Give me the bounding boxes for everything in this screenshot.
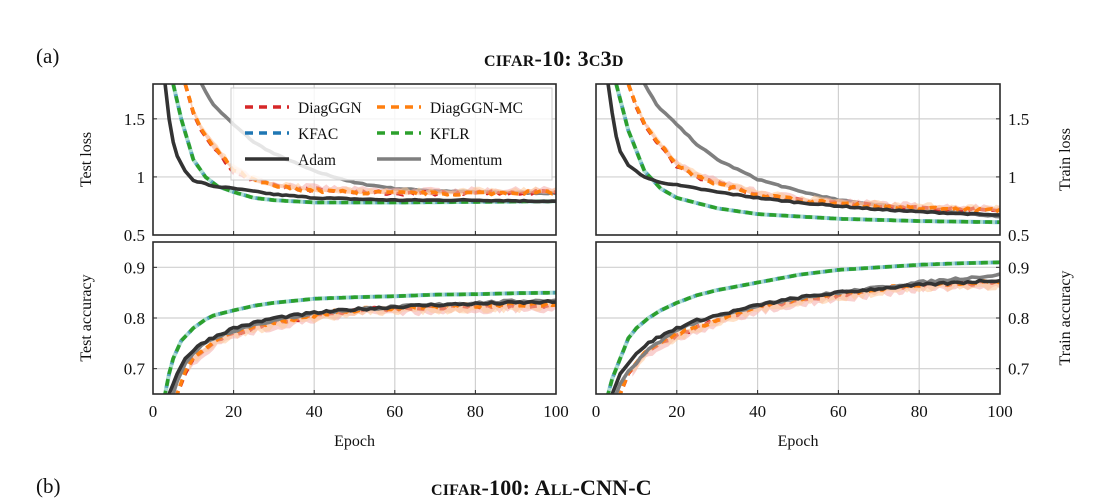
y-axis-label: Train accuracy <box>1057 271 1074 366</box>
figure-title-b: cifar-100: All-CNN-C <box>431 475 652 501</box>
legend-label-adam: Adam <box>298 152 336 169</box>
y-tick-label: 1 <box>1008 168 1017 187</box>
series-line-adam <box>163 84 556 204</box>
figure-title-a: cifar-10: 3c3d <box>484 46 624 72</box>
legend-label-kflr: KFLR <box>430 126 470 143</box>
legend-label-diagggn: DiagGGN <box>298 100 362 117</box>
subplot-test-accuracy: 0.7 0.8 0.9 Test accuracy 0 20 40 60 80 100 Epoch <box>78 241 569 450</box>
panel-label-a: (a) <box>36 44 60 68</box>
series-line-kfac <box>614 84 1000 224</box>
x-tick-label: 80 <box>467 402 484 421</box>
x-tick-label: 60 <box>830 402 847 421</box>
x-tick-label: 0 <box>592 402 601 421</box>
series-line-momentum <box>171 298 556 394</box>
band-diagggn <box>189 303 556 371</box>
series-line-momentum <box>642 84 1000 219</box>
x-tick-label: 40 <box>306 402 323 421</box>
series-line-adam <box>167 299 556 394</box>
x-tick-label: 100 <box>543 402 569 421</box>
axes-frame <box>595 83 1001 236</box>
x-tick-label: 100 <box>987 402 1013 421</box>
title-a-c: c <box>588 53 601 70</box>
plot-area-train-accuracy <box>606 260 1000 394</box>
plot-area-train-loss <box>606 84 1000 225</box>
title-a-mid2: 3 <box>600 46 612 71</box>
legend-label-momentum: Momentum <box>430 152 502 169</box>
panel-label-b: (b) <box>36 474 61 498</box>
x-tick-label: 0 <box>149 402 158 421</box>
plot-area-test-accuracy <box>163 290 556 394</box>
y-tick-label: 0.5 <box>124 226 145 245</box>
x-tick-label: 40 <box>749 402 766 421</box>
axes-frame <box>152 83 557 236</box>
title-b-mid: -100: A <box>481 475 551 500</box>
x-tick-label: 20 <box>668 402 685 421</box>
y-axis-label: Test accuracy <box>78 274 95 361</box>
y-tick-label: 1.5 <box>1008 110 1029 129</box>
y-tick-label: 0.8 <box>1008 309 1029 328</box>
x-axis-label: Epoch <box>778 433 819 450</box>
series-line-adam <box>610 278 1000 394</box>
title-b-ll: ll <box>550 482 573 499</box>
series-line-diagggn-mc <box>626 84 1000 214</box>
subplot-train-accuracy: 0.7 0.8 0.9 Train accuracy 0 20 40 60 80 100 Epoch <box>592 241 1074 450</box>
y-axis-label: Train loss <box>1057 128 1074 191</box>
series-line-adam <box>606 84 1000 217</box>
y-tick-label: 0.7 <box>124 360 146 379</box>
legend: DiagGGN DiagGGN-MC KFAC KFLR Adam Momentum <box>230 87 553 181</box>
series-line-kflr <box>614 84 1000 224</box>
x-tick-label: 80 <box>911 402 928 421</box>
y-tick-label: 0.9 <box>124 258 145 277</box>
x-tick-label: 60 <box>386 402 403 421</box>
x-axis-label: Epoch <box>334 433 375 450</box>
y-tick-label: 0.8 <box>124 309 145 328</box>
subplot-train-loss: 0.5 1 1.5 Train loss <box>595 83 1074 245</box>
title-a-d: d <box>611 53 624 70</box>
legend-label-kfac: KFAC <box>298 126 338 143</box>
y-tick-label: 0.5 <box>1008 226 1029 245</box>
y-tick-label: 0.9 <box>1008 258 1029 277</box>
series-line-kflr <box>606 260 1000 394</box>
legend-label-diagggn-mc: DiagGGN-MC <box>430 100 523 117</box>
y-tick-label: 1 <box>137 168 146 187</box>
title-b-prefix: cifar <box>431 482 482 499</box>
band-diagggn <box>632 90 1000 212</box>
band-diagggn-mc <box>189 302 556 373</box>
band-diagggn-mc <box>632 90 1000 213</box>
halo-kfac <box>614 84 1000 225</box>
halo-kflr <box>614 84 1000 225</box>
y-tick-label: 1.5 <box>124 110 145 129</box>
y-tick-label: 0.7 <box>1008 360 1030 379</box>
title-a-mid: -10: 3 <box>534 46 589 71</box>
series-line-kflr <box>163 290 556 394</box>
x-tick-label: 20 <box>225 402 242 421</box>
title-a-prefix: cifar <box>484 53 535 70</box>
y-axis-label: Test loss <box>78 132 95 187</box>
title-b-rest: -CNN-C <box>572 475 652 500</box>
